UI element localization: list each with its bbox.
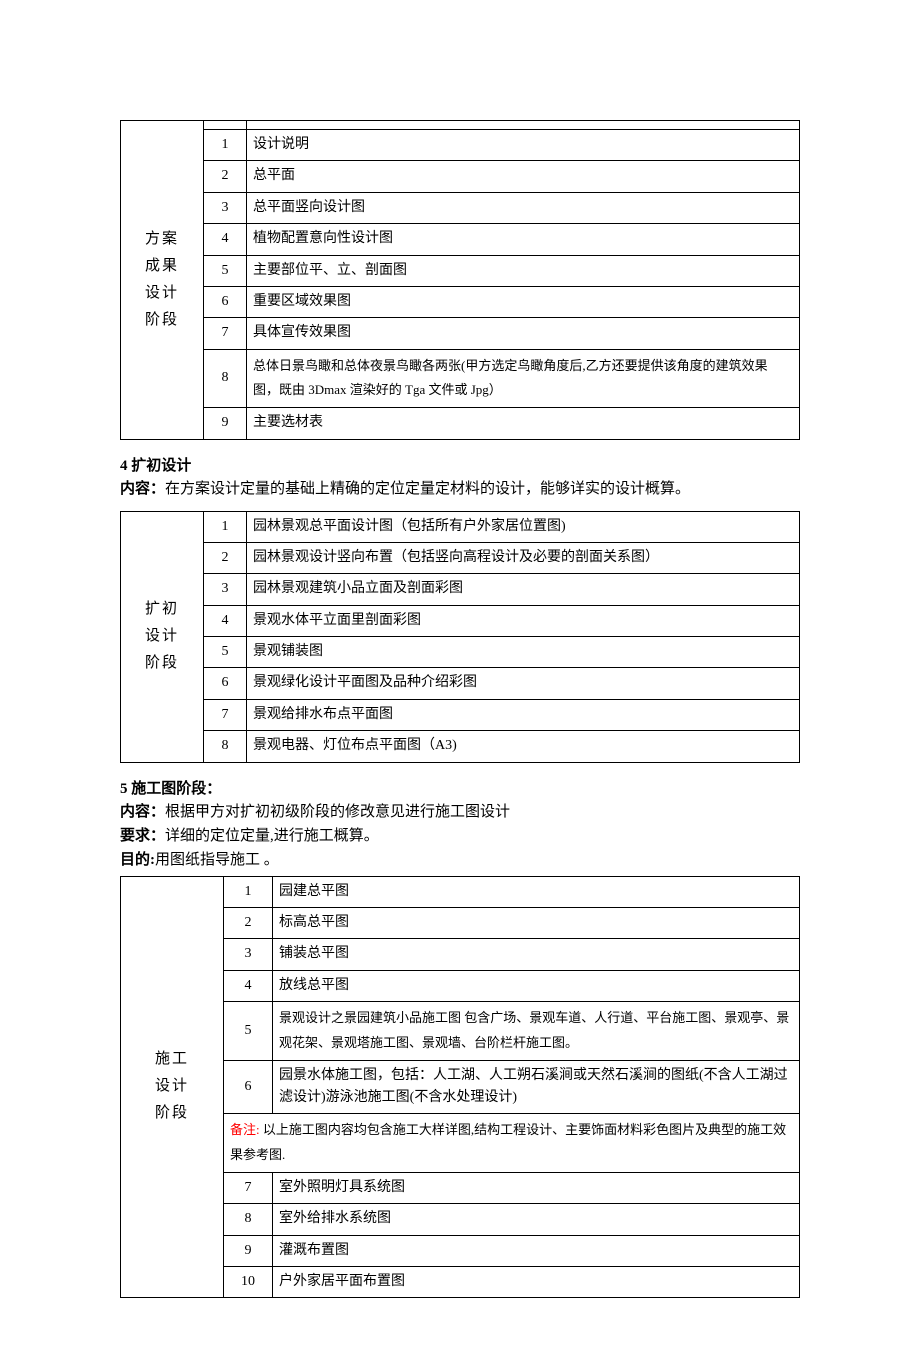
- section3-line-requirement: 要求：详细的定位定量,进行施工概算。: [120, 824, 800, 848]
- line-label: 目的:: [120, 852, 155, 868]
- row-text: 铺装总平图: [273, 939, 800, 970]
- row-number: 7: [204, 318, 247, 349]
- section3-line-content: 内容：根据甲方对扩初初级阶段的修改意见进行施工图设计: [120, 800, 800, 824]
- row-text: 标高总平图: [273, 908, 800, 939]
- section3-line-purpose: 目的:用图纸指导施工 。: [120, 848, 800, 872]
- row-number: 8: [204, 349, 247, 407]
- table-construction-design-stage: 施工 设计 阶段 1 园建总平图 2标高总平图 3铺装总平图 4放线总平图 5景…: [120, 876, 800, 1299]
- row-number: 8: [204, 731, 247, 762]
- row-number: 6: [204, 668, 247, 699]
- table-row: 4植物配置意向性设计图: [121, 224, 800, 255]
- row-text: 室外给排水系统图: [273, 1204, 800, 1235]
- table-row: 施工 设计 阶段 1 园建总平图: [121, 876, 800, 907]
- table-row: 7具体宣传效果图: [121, 318, 800, 349]
- row-text: 放线总平图: [273, 970, 800, 1001]
- row-text: 园林景观建筑小品立面及剖面彩图: [247, 574, 800, 605]
- stage-label: 扩初 设计 阶段: [121, 511, 204, 762]
- table-row: 方案 成果 设计 阶段: [121, 121, 800, 130]
- row-number: 1: [224, 876, 273, 907]
- table-row: 3园林景观建筑小品立面及剖面彩图: [121, 574, 800, 605]
- row-number: 10: [224, 1266, 273, 1297]
- row-number: 4: [204, 224, 247, 255]
- table-row: 6景观绿化设计平面图及品种介绍彩图: [121, 668, 800, 699]
- row-text: 户外家居平面布置图: [273, 1266, 800, 1297]
- table-row: 6重要区域效果图: [121, 286, 800, 317]
- row-number: 1: [204, 511, 247, 542]
- row-number: 3: [204, 574, 247, 605]
- table-row: 8总体日景鸟瞰和总体夜景鸟瞰各两张(甲方选定鸟瞰角度后,乙方还要提供该角度的建筑…: [121, 349, 800, 407]
- table-plan-results-stage: 方案 成果 设计 阶段 1设计说明 2总平面 3总平面竖向设计图 4植物配置意向…: [120, 120, 800, 440]
- row-number: 2: [204, 161, 247, 192]
- table-row: 2园林景观设计竖向布置（包括竖向高程设计及必要的剖面关系图）: [121, 542, 800, 573]
- row-text: 总平面竖向设计图: [247, 192, 800, 223]
- row-text: 植物配置意向性设计图: [247, 224, 800, 255]
- content-label: 内容：: [120, 481, 165, 497]
- row-text: 园林景观总平面设计图（包括所有户外家居位置图): [247, 511, 800, 542]
- row-text: 设计说明: [247, 130, 800, 161]
- row-number: 7: [204, 699, 247, 730]
- row-text: 景观水体平立面里剖面彩图: [247, 605, 800, 636]
- table-row: 5主要部位平、立、剖面图: [121, 255, 800, 286]
- row-number: 4: [204, 605, 247, 636]
- row-number: 1: [204, 130, 247, 161]
- row-text: 景观设计之景园建筑小品施工图 包含广场、景观车道、人行道、平台施工图、景观亭、景…: [273, 1002, 800, 1060]
- table-row: 1设计说明: [121, 130, 800, 161]
- row-number: 3: [204, 192, 247, 223]
- line-text: 用图纸指导施工 。: [155, 852, 279, 868]
- document-page: 方案 成果 设计 阶段 1设计说明 2总平面 3总平面竖向设计图 4植物配置意向…: [0, 0, 920, 1358]
- note-text: 以上施工图内容均包含施工大样详图,结构工程设计、主要饰面材料彩色图片及典型的施工…: [230, 1122, 786, 1162]
- row-text: 园建总平图: [273, 876, 800, 907]
- line-label: 要求：: [120, 828, 165, 844]
- line-text: 根据甲方对扩初初级阶段的修改意见进行施工图设计: [165, 804, 510, 820]
- row-number: 5: [204, 255, 247, 286]
- row-text: 景观绿化设计平面图及品种介绍彩图: [247, 668, 800, 699]
- section3-heading: 5 施工图阶段：: [120, 777, 800, 798]
- section2-content: 内容：在方案设计定量的基础上精确的定位定量定材料的设计，能够详实的设计概算。: [120, 477, 800, 501]
- row-text: 总平面: [247, 161, 800, 192]
- row-number: 9: [224, 1235, 273, 1266]
- row-text: 主要选材表: [247, 408, 800, 439]
- row-number: 3: [224, 939, 273, 970]
- table-expanded-design-stage: 扩初 设计 阶段 1 园林景观总平面设计图（包括所有户外家居位置图) 2园林景观…: [120, 511, 800, 763]
- row-text: 灌溉布置图: [273, 1235, 800, 1266]
- row-text: 园林景观设计竖向布置（包括竖向高程设计及必要的剖面关系图）: [247, 542, 800, 573]
- content-text: 在方案设计定量的基础上精确的定位定量定材料的设计，能够详实的设计概算。: [165, 481, 690, 497]
- table-row: 扩初 设计 阶段 1 园林景观总平面设计图（包括所有户外家居位置图): [121, 511, 800, 542]
- table-row: 2总平面: [121, 161, 800, 192]
- line-text: 详细的定位定量,进行施工概算。: [165, 828, 379, 844]
- row-text: 景观电器、灯位布点平面图（A3): [247, 731, 800, 762]
- row-text: 主要部位平、立、剖面图: [247, 255, 800, 286]
- row-number: 8: [224, 1204, 273, 1235]
- row-text: 景观给排水布点平面图: [247, 699, 800, 730]
- row-text: 园景水体施工图，包括：人工湖、人工朔石溪涧或天然石溪涧的图纸(不含人工湖过滤设计…: [273, 1060, 800, 1114]
- row-text: 室外照明灯具系统图: [273, 1172, 800, 1203]
- note-label: 备注:: [230, 1122, 260, 1137]
- row-number: 2: [204, 542, 247, 573]
- table-row: 4景观水体平立面里剖面彩图: [121, 605, 800, 636]
- row-text: 总体日景鸟瞰和总体夜景鸟瞰各两张(甲方选定鸟瞰角度后,乙方还要提供该角度的建筑效…: [247, 349, 800, 407]
- stage-label: 施工 设计 阶段: [121, 876, 224, 1298]
- table-row: 3总平面竖向设计图: [121, 192, 800, 223]
- row-number: 5: [224, 1002, 273, 1060]
- row-number: 6: [204, 286, 247, 317]
- row-text: [247, 121, 800, 130]
- row-text: 具体宣传效果图: [247, 318, 800, 349]
- section2-heading: 4 扩初设计: [120, 454, 800, 475]
- table-row: 8景观电器、灯位布点平面图（A3): [121, 731, 800, 762]
- row-number: 5: [204, 637, 247, 668]
- row-number: 2: [224, 908, 273, 939]
- row-number: 4: [224, 970, 273, 1001]
- row-number: 9: [204, 408, 247, 439]
- table-row: 7景观给排水布点平面图: [121, 699, 800, 730]
- row-number: 6: [224, 1060, 273, 1114]
- table-row: 5景观铺装图: [121, 637, 800, 668]
- line-label: 内容：: [120, 804, 165, 820]
- stage-label: 方案 成果 设计 阶段: [121, 121, 204, 440]
- row-text: 景观铺装图: [247, 637, 800, 668]
- note-row: 备注: 以上施工图内容均包含施工大样详图,结构工程设计、主要饰面材料彩色图片及典…: [224, 1114, 800, 1172]
- row-number: 7: [224, 1172, 273, 1203]
- row-number: [204, 121, 247, 130]
- table-row: 9主要选材表: [121, 408, 800, 439]
- row-text: 重要区域效果图: [247, 286, 800, 317]
